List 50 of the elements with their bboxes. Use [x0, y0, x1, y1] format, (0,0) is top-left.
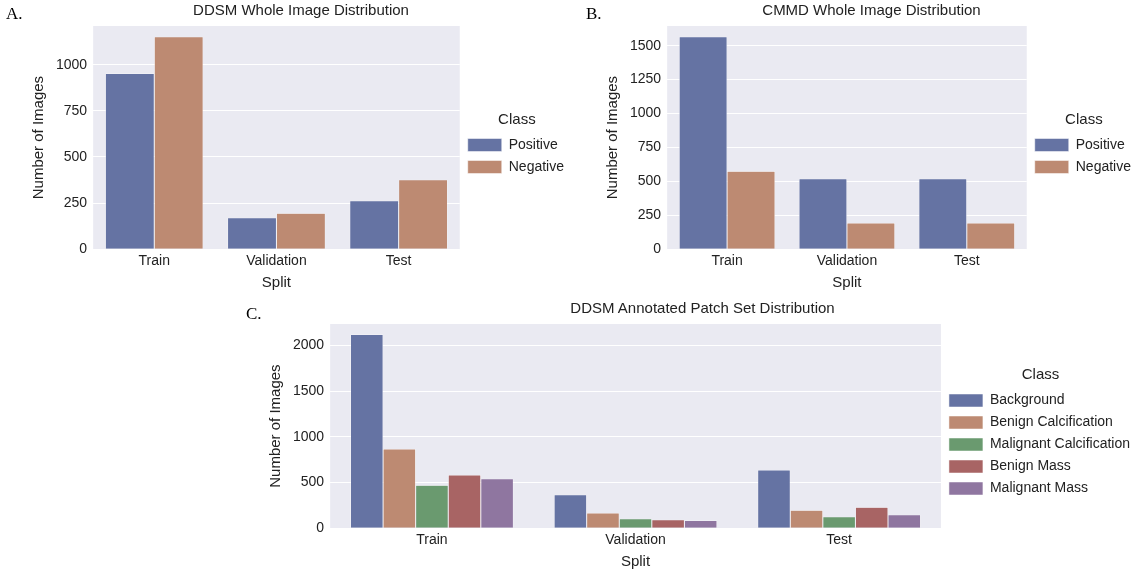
y-tick-label: 250 [637, 206, 662, 223]
y-tick-label: 500 [63, 147, 88, 164]
x-axis-title: Split [261, 273, 292, 291]
text: C. [246, 303, 262, 323]
x-tick-label: Validation [816, 252, 878, 269]
legend-label: Positive [1075, 135, 1125, 152]
y-tick-label: 1000 [629, 104, 662, 121]
x-tick-label: Train [416, 531, 448, 548]
legend-label: Malignant Mass [989, 479, 1088, 496]
y-tick-label: 2000 [292, 336, 325, 353]
x-tick-label: Test [953, 252, 980, 269]
y-tick-label: 1000 [292, 427, 325, 444]
legend-label: Negative [1075, 157, 1132, 174]
x-tick-label: Test [385, 252, 412, 269]
x-tick-label: Train [711, 252, 743, 269]
y-tick-label: 1500 [629, 36, 662, 53]
x-axis-title: Split [832, 273, 863, 291]
legend-label: Benign Calcification [989, 413, 1113, 430]
y-axis-title: Number of Images [603, 75, 621, 200]
x-axis-title: Split [620, 552, 651, 570]
y-axis-title: Number of Images [266, 364, 284, 488]
x-tick-label: Test [826, 531, 853, 548]
y-tick-label: 0 [79, 240, 88, 257]
y-tick-label: 0 [316, 519, 325, 536]
x-tick-label: Validation [605, 531, 666, 548]
legend-label: Negative [508, 157, 565, 174]
text: A. [6, 3, 23, 23]
y-axis-title: Number of Images [29, 75, 47, 200]
y-tick-label: 750 [637, 138, 662, 155]
text: B. [586, 3, 602, 23]
x-tick-label: Validation [246, 252, 307, 269]
legend-title: Class [498, 109, 536, 127]
chart-title: DDSM Annotated Patch Set Distribution [570, 299, 835, 317]
y-tick-label: 1000 [55, 55, 88, 72]
y-tick-label: 750 [63, 101, 88, 118]
y-tick-label: 1250 [629, 70, 662, 87]
legend-label: Benign Mass [989, 457, 1071, 474]
legend-label: Background [989, 391, 1065, 408]
y-tick-label: 500 [300, 473, 325, 490]
y-tick-label: 0 [653, 240, 662, 257]
legend-title: Class [1021, 365, 1060, 383]
legend-label: Positive [508, 135, 558, 152]
legend-title: Class [1065, 109, 1103, 127]
y-tick-label: 250 [63, 193, 88, 210]
x-tick-label: Train [138, 252, 170, 269]
y-tick-label: 500 [637, 172, 662, 189]
chart-title: CMMD Whole Image Distribution [762, 1, 981, 19]
chart-title: DDSM Whole Image Distribution [193, 1, 409, 19]
y-tick-label: 1500 [292, 382, 325, 399]
legend-label: Malignant Calcification [989, 435, 1131, 452]
